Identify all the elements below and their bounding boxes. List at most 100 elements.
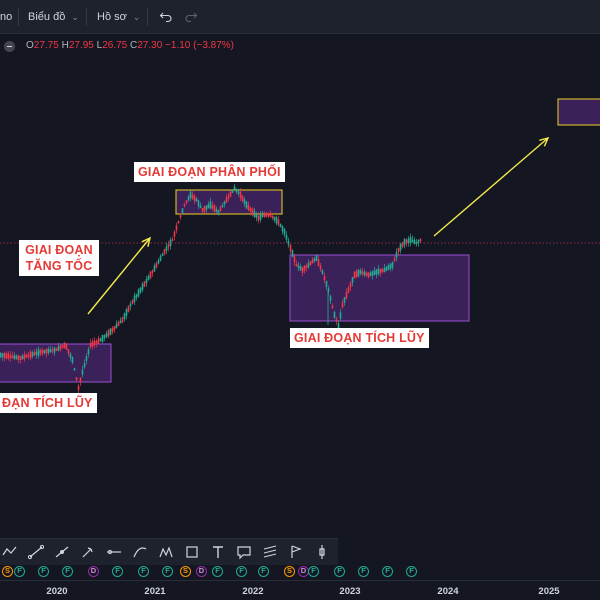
candle-body [363, 271, 366, 276]
candle-body [105, 333, 108, 337]
profile-menu-label: Hồ sơ [97, 11, 127, 23]
candle-body [291, 250, 294, 258]
candle-body [265, 213, 268, 217]
event-marker-s[interactable]: S [2, 566, 13, 577]
candle-body [355, 271, 358, 277]
candle-body [237, 191, 240, 194]
candle-body [97, 338, 100, 344]
profile-menu[interactable]: Hồ sơ ⌄ [97, 11, 140, 23]
event-marker-f[interactable]: F [162, 566, 173, 577]
text-tool-icon[interactable] [209, 543, 227, 561]
candle-body [295, 263, 298, 267]
chart-menu[interactable]: Biểu đồ ⌄ [28, 11, 79, 23]
candle-body [81, 369, 84, 375]
candle-body [7, 353, 10, 359]
candle-body [83, 363, 86, 368]
rectangle-tool-icon[interactable] [183, 543, 201, 561]
candle-body [87, 349, 90, 355]
candle-body [411, 239, 414, 243]
event-marker-f[interactable]: F [112, 566, 123, 577]
event-marker-f[interactable]: F [258, 566, 269, 577]
candle-body [79, 377, 82, 383]
candle-body [109, 328, 112, 335]
year-label: 2020 [46, 586, 68, 597]
fib-icon[interactable] [261, 543, 279, 561]
candle-body [131, 300, 134, 304]
flag-icon[interactable] [287, 543, 305, 561]
candle-body [271, 215, 274, 218]
horizontal-line-icon[interactable] [105, 543, 123, 561]
candle-body [163, 249, 166, 255]
trend-icon[interactable] [1, 543, 19, 561]
candle-body [215, 208, 218, 212]
candle-body [145, 279, 148, 283]
candle-body [103, 335, 106, 339]
event-marker-f[interactable]: F [38, 566, 49, 577]
pattern-icon[interactable] [157, 543, 175, 561]
candle-body [229, 191, 232, 197]
year-label: 2021 [144, 586, 166, 597]
arrow-tool-icon[interactable] [79, 543, 97, 561]
candle-body [353, 271, 356, 279]
price-chart[interactable] [0, 0, 600, 540]
event-marker-f[interactable]: F [212, 566, 223, 577]
candle-body [199, 205, 202, 208]
candle-body [343, 297, 346, 303]
event-marker-f[interactable]: F [382, 566, 393, 577]
event-marker-s[interactable]: S [284, 566, 295, 577]
event-marker-s[interactable]: S [180, 566, 191, 577]
event-marker-f[interactable]: F [358, 566, 369, 577]
top-toolbar: no Biểu đồ ⌄ Hồ sơ ⌄ [0, 0, 600, 34]
candle-body [241, 195, 244, 202]
ohlc-low-label: L [96, 40, 103, 51]
zone-accumulation-1[interactable] [0, 343, 112, 383]
undo-icon[interactable] [159, 9, 173, 26]
zone-target[interactable] [557, 98, 600, 126]
candle-body [339, 312, 342, 319]
candle-body [407, 238, 410, 243]
arrow-up-1[interactable] [87, 236, 152, 315]
candle-body [213, 205, 216, 212]
line-tool-icon[interactable] [27, 543, 45, 561]
candle-body [361, 271, 364, 275]
zone-distribution[interactable] [175, 189, 283, 215]
event-marker-f[interactable]: F [62, 566, 73, 577]
chart-menu-label: Biểu đồ [28, 11, 66, 23]
redo-icon[interactable] [184, 9, 198, 26]
event-marker-f[interactable]: F [308, 566, 319, 577]
candle-body [279, 223, 282, 227]
callout-icon[interactable] [235, 543, 253, 561]
zone-accumulation-2[interactable] [289, 254, 470, 322]
event-marker-f[interactable]: F [236, 566, 247, 577]
event-marker-f[interactable]: F [406, 566, 417, 577]
event-marker-f[interactable]: F [14, 566, 25, 577]
candle-body [281, 226, 284, 232]
candle-body [251, 208, 254, 216]
annotation-tich-luy-1[interactable]: ĐẠN TÍCH LŨY [0, 393, 97, 413]
candle-body [235, 188, 238, 192]
candle-body [277, 219, 280, 225]
event-marker-f[interactable]: F [334, 566, 345, 577]
menu-fragment[interactable]: no [0, 11, 13, 23]
candle-body [307, 262, 310, 268]
candle-body [335, 319, 338, 322]
candle-body [249, 207, 252, 212]
time-axis[interactable]: 2020 2021 2022 2023 2024 2025 [0, 580, 600, 600]
candle-body [395, 252, 398, 258]
annotation-tich-luy-2[interactable]: GIAI ĐOẠN TÍCH LŨY [290, 328, 429, 348]
candle-body [155, 263, 158, 268]
candle-tool-icon[interactable] [313, 543, 331, 561]
candle-body [325, 281, 328, 287]
ray-tool-icon[interactable] [53, 543, 71, 561]
collapse-legend-button[interactable] [4, 41, 15, 52]
event-marker-d[interactable]: D [88, 566, 99, 577]
annotation-phan-phoi[interactable]: GIAI ĐOẠN PHÂN PHỐI [134, 162, 285, 182]
candle-body [259, 213, 262, 221]
event-marker-d[interactable]: D [196, 566, 207, 577]
ohlc-low-value: 26.75 [102, 40, 128, 51]
brush-icon[interactable] [131, 543, 149, 561]
arrow-up-2[interactable] [433, 136, 550, 237]
annotation-tang-toc[interactable]: GIAI ĐOẠN TĂNG TỐC [19, 240, 99, 276]
event-marker-f[interactable]: F [138, 566, 149, 577]
